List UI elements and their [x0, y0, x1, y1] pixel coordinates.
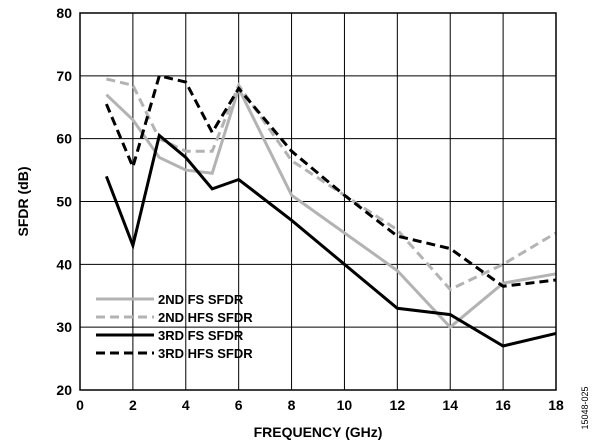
y-tick-label: 50 [56, 194, 72, 210]
legend-label-2nd-hfs-sfdr: 2ND HFS SFDR [158, 310, 253, 325]
y-tick-label: 20 [56, 382, 72, 398]
y-tick-label: 70 [56, 68, 72, 84]
legend-label-3rd-hfs-sfdr: 3RD HFS SFDR [158, 346, 253, 361]
y-tick-label: 40 [56, 256, 72, 272]
series-line-2nd-hfs-sfdr [106, 77, 557, 292]
legend-label-2nd-fs-sfdr: 2ND FS SFDR [158, 292, 244, 307]
plot-area-frame [79, 12, 557, 391]
y-tick-label: 30 [56, 319, 72, 335]
x-tick-label: 2 [129, 397, 137, 413]
series-lines [104, 74, 557, 348]
y-tick-label: 60 [56, 131, 72, 147]
x-axis-ticks: 0 2 4 6 8 10 12 14 16 18 [76, 397, 564, 413]
x-tick-label: 18 [548, 397, 564, 413]
y-axis-title: SFDR (dB) [15, 167, 31, 237]
y-axis-ticks: 20 30 40 50 60 70 80 [56, 5, 72, 398]
x-tick-label: 4 [182, 397, 190, 413]
x-tick-label: 8 [288, 397, 296, 413]
x-tick-label: 12 [390, 397, 406, 413]
legend: 2ND FS SFDR 2ND HFS SFDR 3RD FS SFDR 3RD HF… [96, 292, 253, 361]
figure-id: 15048-025 [580, 386, 590, 429]
x-tick-label: 14 [442, 397, 458, 413]
x-axis-title: FREQUENCY (GHz) [254, 424, 383, 440]
series-line-3rd-fs-sfdr [104, 132, 557, 348]
x-tick-label: 16 [495, 397, 511, 413]
x-tick-label: 6 [235, 397, 243, 413]
legend-label-3rd-fs-sfdr: 3RD FS SFDR [158, 328, 244, 343]
y-tick-label: 80 [56, 5, 72, 21]
series-line-3rd-hfs-sfdr [105, 74, 557, 288]
x-tick-label: 0 [76, 397, 84, 413]
x-tick-label: 10 [337, 397, 353, 413]
